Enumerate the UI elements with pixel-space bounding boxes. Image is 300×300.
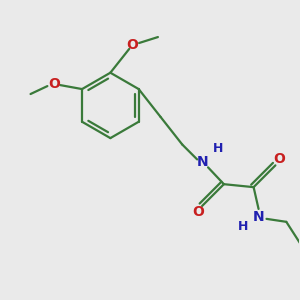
Text: O: O (126, 38, 138, 52)
Text: N: N (196, 155, 208, 170)
Text: O: O (273, 152, 285, 167)
Text: O: O (48, 77, 60, 91)
Text: H: H (238, 220, 248, 233)
Text: H: H (213, 142, 223, 155)
Text: O: O (192, 205, 204, 219)
Text: N: N (253, 210, 264, 224)
